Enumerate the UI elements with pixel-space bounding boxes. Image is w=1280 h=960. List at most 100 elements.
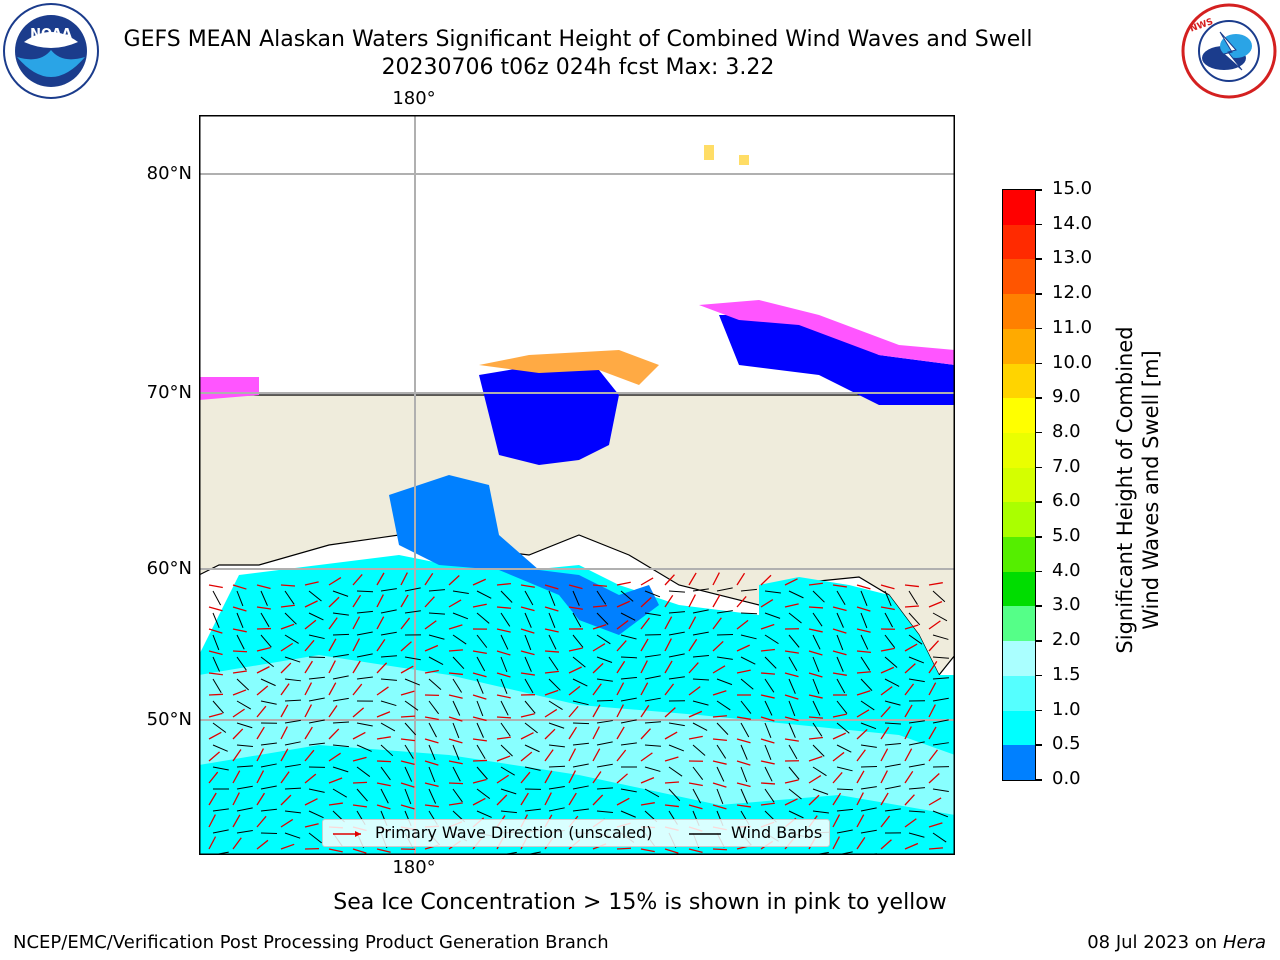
wind-barb (764, 700, 773, 716)
wave-arrow (376, 594, 384, 608)
title-line-1: GEFS MEAN Alaskan Waters Significant Hei… (123, 27, 1033, 52)
wave-arrow (856, 690, 871, 696)
wind-barb (380, 609, 397, 614)
wave-arrow (568, 606, 583, 610)
wave-arrow (736, 572, 746, 586)
wave-arrow (616, 600, 631, 608)
wave-arrow (232, 770, 241, 784)
wind-barb (452, 590, 469, 594)
colorbar-title-line1: Significant Height of Combined (1113, 326, 1137, 653)
wave-arrow (520, 771, 531, 784)
wave-arrow (256, 584, 271, 590)
wave-arrow (496, 606, 512, 609)
wave-arrow (376, 760, 392, 763)
wind-barb (308, 612, 324, 621)
wave-arrow (208, 628, 223, 634)
wave-arrow (784, 603, 799, 608)
wind-barb (620, 656, 638, 659)
wind-barb (452, 656, 465, 670)
wave-arrow (400, 572, 408, 586)
wave-arrow (832, 814, 841, 828)
wave-arrow (736, 738, 751, 744)
wave-arrow (352, 594, 362, 608)
wind-barb (596, 678, 613, 682)
wind-barb (908, 741, 925, 746)
wave-arrow (352, 638, 360, 652)
wave-arrow (496, 694, 511, 699)
wave-arrow (496, 774, 510, 784)
wave-arrow (712, 760, 727, 765)
wind-barb (332, 654, 349, 658)
wind-barb (692, 678, 710, 681)
colorbar-tick-label: 11.0 (1052, 316, 1093, 338)
wind-barb (404, 744, 414, 759)
wind-barb (932, 742, 949, 746)
wave-arrow (712, 594, 721, 608)
wind-barb (356, 653, 373, 658)
wave-arrow (280, 704, 289, 718)
footer-machine: Hera (1222, 932, 1266, 953)
wind-barb (932, 810, 949, 818)
wind-barb (860, 829, 877, 834)
wind-barb (236, 678, 249, 691)
wind-barb (788, 744, 798, 760)
wave-arrow (664, 574, 675, 586)
ocean-swell-band (199, 655, 955, 815)
wind-barb (860, 700, 875, 711)
wind-barb (884, 656, 898, 668)
wave-arrow (904, 842, 919, 850)
wave-arrow (736, 716, 751, 720)
wind-barb (260, 832, 278, 835)
colorbar-segment (1003, 745, 1035, 781)
wave-arrow (856, 814, 865, 828)
colorbar-segment (1003, 571, 1035, 607)
wind-barb (620, 719, 637, 724)
wind-barb (692, 588, 709, 592)
wave-arrow (304, 619, 317, 630)
wind-barb (500, 634, 509, 650)
wind-barb (788, 590, 804, 599)
wind-barb (428, 634, 445, 640)
wave-arrow (856, 728, 868, 740)
wave-arrow (472, 694, 487, 700)
wave-arrow (784, 672, 799, 678)
wave-arrow (712, 738, 727, 742)
wind-barb (284, 590, 295, 605)
wave-arrow (304, 581, 319, 586)
lat-label-80: 80°N (146, 163, 192, 184)
colorbar-tick-mark (1036, 570, 1042, 573)
noaa-logo-icon: NOAA (3, 3, 99, 99)
wave-arrow (784, 716, 799, 722)
wind-barb (932, 788, 949, 792)
wind-barb (332, 675, 349, 680)
wind-barb (716, 610, 733, 614)
wind-barb (620, 612, 636, 621)
wave-arrow (760, 782, 776, 785)
wind-barb (740, 612, 758, 615)
wave-arrow (376, 662, 388, 674)
wind-barb (308, 742, 325, 746)
wave-arrow (808, 650, 823, 656)
wind-barb (332, 766, 349, 773)
wind-barb (716, 788, 724, 805)
wind-barb (524, 634, 532, 651)
wind-barb (284, 832, 301, 839)
wave-arrow (880, 666, 895, 674)
wave-arrow (880, 686, 893, 696)
wave-arrow (688, 686, 701, 696)
wave-arrow (376, 572, 385, 586)
wind-barb (596, 656, 613, 663)
legend-wind-label: Wind Barbs (731, 823, 823, 842)
wave-arrow (232, 689, 247, 696)
wave-arrow (304, 704, 313, 718)
colorbar-tick-label: 14.0 (1052, 212, 1093, 234)
wave-arrow (448, 716, 463, 722)
wind-barb (788, 810, 804, 819)
wind-barb (812, 678, 820, 695)
wind-barb (380, 631, 397, 636)
wave-arrow (280, 604, 295, 608)
wave-arrow (424, 804, 439, 808)
wave-arrow (232, 584, 247, 590)
wave-arrow (688, 735, 703, 740)
wave-arrow (808, 582, 823, 586)
